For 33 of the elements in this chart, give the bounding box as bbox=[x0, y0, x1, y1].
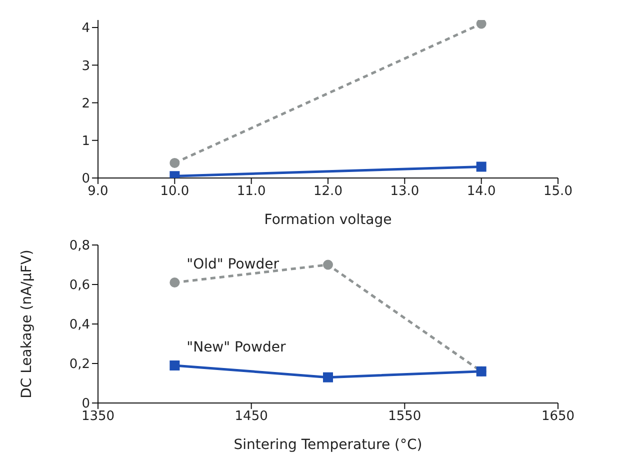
y-tick-label: 0 bbox=[82, 172, 90, 187]
y-axis-title: DC Leakage (nA/µFV) bbox=[18, 250, 35, 398]
x-tick-label: 13.0 bbox=[390, 184, 420, 200]
x-tick-label: 1550 bbox=[388, 409, 422, 424]
point bbox=[323, 260, 333, 270]
x-tick-label: 10.0 bbox=[160, 184, 190, 200]
y-tick-label: 4 bbox=[82, 21, 90, 36]
point bbox=[476, 162, 486, 172]
point bbox=[323, 372, 333, 382]
x-axis-title: Sintering Temperature (°C) bbox=[234, 437, 422, 453]
x-tick-label: 14.0 bbox=[466, 184, 496, 200]
y-tick-label: 0 bbox=[82, 396, 90, 412]
x-tick-label: 12.0 bbox=[314, 184, 342, 200]
x-tick-label: 15.0 bbox=[544, 184, 572, 200]
x-axis-title: Formation voltage bbox=[264, 212, 392, 228]
y-tick-label: 1 bbox=[82, 134, 90, 149]
y-tick-label: 0,2 bbox=[69, 357, 90, 372]
y-tick-label: 2 bbox=[82, 96, 90, 112]
series-label: "New" Powder bbox=[186, 339, 286, 356]
y-tick-label: 0,8 bbox=[69, 238, 90, 254]
point bbox=[170, 360, 180, 370]
y-tick-label: 0,4 bbox=[69, 318, 90, 333]
point bbox=[476, 20, 486, 29]
point bbox=[170, 158, 180, 168]
x-tick-label: 11.0 bbox=[236, 184, 266, 200]
x-tick-label: 1650 bbox=[541, 409, 575, 424]
point bbox=[170, 278, 180, 288]
y-tick-label: 0,6 bbox=[69, 278, 90, 294]
y-tick-label: 3 bbox=[82, 58, 90, 74]
x-tick-label: 1350 bbox=[81, 409, 115, 424]
x-tick-label: 1450 bbox=[234, 409, 268, 424]
x-tick-label: 9.0 bbox=[88, 184, 108, 200]
series-label: "Old" Powder bbox=[186, 256, 280, 273]
